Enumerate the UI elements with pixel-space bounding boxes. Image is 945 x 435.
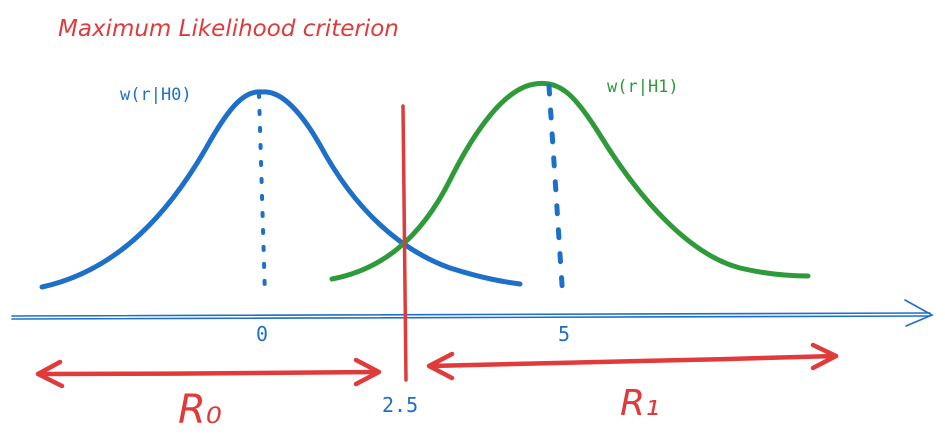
mean-line-h1 bbox=[546, 83, 566, 303]
tick-label-5: 5 bbox=[558, 322, 570, 346]
tick-label-0: 0 bbox=[256, 322, 268, 346]
r-axis bbox=[11, 299, 934, 327]
mean-line-h0 bbox=[257, 92, 267, 298]
threshold-line bbox=[401, 104, 408, 382]
axis-arrowhead bbox=[904, 299, 934, 327]
curve-h0 bbox=[39, 89, 523, 290]
region-r0-label: R₀ bbox=[178, 387, 222, 433]
curve-h1 bbox=[329, 80, 811, 282]
region-r1-label: R₁ bbox=[620, 383, 659, 424]
region-r0-arrow bbox=[35, 357, 382, 389]
threshold-label: 2.5 bbox=[382, 393, 418, 417]
region-r1-arrow bbox=[426, 342, 839, 381]
label-h0: w(r|H0) bbox=[120, 85, 192, 105]
label-h1: w(r|H1) bbox=[607, 77, 679, 97]
diagram-title: Maximum Likelihood criterion bbox=[58, 16, 399, 42]
